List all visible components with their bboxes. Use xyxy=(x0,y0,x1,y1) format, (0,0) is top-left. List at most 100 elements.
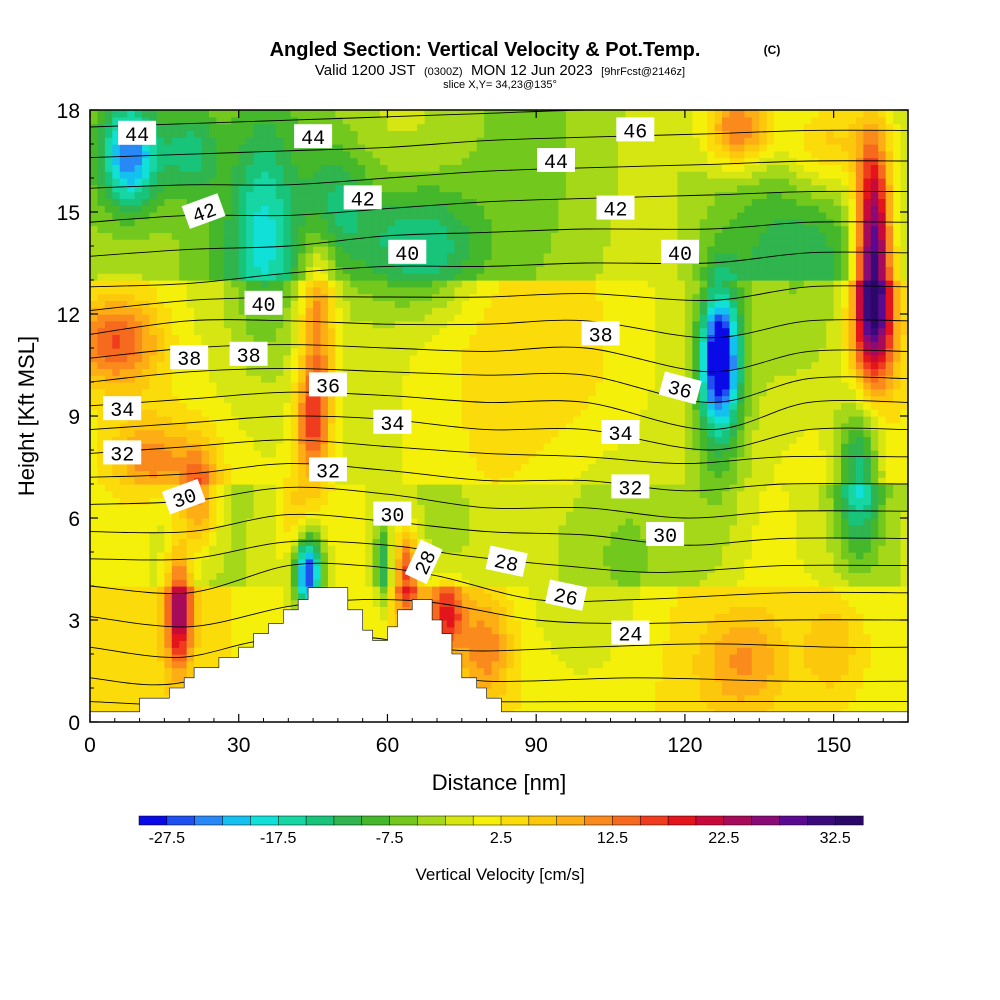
velocity-cell xyxy=(313,320,322,329)
velocity-cell xyxy=(342,252,351,261)
velocity-cell xyxy=(208,477,218,485)
velocity-cell xyxy=(246,443,255,451)
velocity-cell xyxy=(208,484,218,492)
velocity-cell xyxy=(380,130,389,138)
velocity-cell xyxy=(327,409,336,417)
velocity-cell xyxy=(186,545,195,553)
velocity-cell xyxy=(417,518,426,526)
velocity-cell xyxy=(305,293,314,301)
velocity-cell xyxy=(171,157,180,165)
velocity-cell xyxy=(350,110,359,118)
velocity-cell xyxy=(216,586,225,594)
velocity-cell xyxy=(283,375,292,383)
velocity-cell xyxy=(298,273,307,281)
velocity-cell xyxy=(112,620,121,628)
velocity-cell xyxy=(409,497,418,505)
velocity-cell xyxy=(446,178,455,186)
velocity-cell xyxy=(149,606,158,614)
velocity-cell xyxy=(156,320,165,329)
velocity-cell xyxy=(90,552,99,560)
velocity-cell xyxy=(320,490,329,499)
velocity-cell xyxy=(268,334,277,342)
velocity-cell xyxy=(127,674,136,682)
velocity-cell xyxy=(164,545,173,553)
velocity-cell xyxy=(380,286,389,295)
velocity-cell xyxy=(484,375,493,383)
velocity-cell xyxy=(149,436,158,444)
velocity-cell xyxy=(417,531,426,539)
velocity-cell xyxy=(171,300,180,308)
velocity-cell xyxy=(350,327,359,335)
velocity-cell xyxy=(164,518,173,526)
velocity-cell xyxy=(134,572,143,580)
velocity-cell xyxy=(342,429,351,437)
velocity-cell xyxy=(127,599,136,607)
velocity-cell xyxy=(461,422,470,431)
velocity-cell xyxy=(387,327,396,335)
velocity-cell xyxy=(223,633,232,641)
velocity-cell xyxy=(112,667,121,675)
velocity-cell xyxy=(476,552,485,560)
velocity-cell xyxy=(179,327,188,335)
velocity-cell xyxy=(268,572,277,580)
velocity-cell xyxy=(127,620,136,628)
velocity-cell xyxy=(156,327,165,335)
velocity-cell xyxy=(491,327,500,335)
velocity-cell xyxy=(335,212,344,220)
velocity-cell xyxy=(402,150,411,159)
velocity-cell xyxy=(409,477,418,485)
velocity-cell xyxy=(372,382,381,390)
velocity-cell xyxy=(90,701,99,709)
velocity-cell xyxy=(90,205,99,213)
velocity-cell xyxy=(298,592,307,601)
velocity-cell xyxy=(402,470,411,478)
velocity-cell xyxy=(179,640,188,648)
velocity-cell xyxy=(432,239,441,247)
velocity-cell xyxy=(104,246,113,254)
velocity-cell xyxy=(380,388,389,397)
velocity-cell xyxy=(179,416,188,424)
velocity-cell xyxy=(97,660,106,669)
velocity-cell xyxy=(134,633,143,641)
velocity-cell xyxy=(90,116,99,125)
velocity-cell xyxy=(112,348,121,356)
velocity-cell xyxy=(335,150,344,159)
velocity-cell xyxy=(454,116,463,125)
velocity-cell xyxy=(119,531,128,539)
velocity-cell xyxy=(156,620,165,628)
velocity-cell xyxy=(491,375,500,383)
velocity-cell xyxy=(164,579,173,587)
velocity-cell xyxy=(246,110,255,118)
velocity-cell xyxy=(104,531,113,539)
velocity-cell xyxy=(469,552,478,560)
velocity-cell xyxy=(142,443,151,451)
velocity-cell xyxy=(261,320,270,329)
velocity-cell xyxy=(394,490,403,499)
velocity-cell xyxy=(112,239,121,247)
velocity-cell xyxy=(194,470,203,478)
velocity-cell xyxy=(149,524,158,533)
velocity-cell xyxy=(409,422,418,431)
velocity-cell xyxy=(387,212,396,220)
velocity-cell xyxy=(201,429,210,437)
velocity-cell xyxy=(261,110,270,118)
velocity-cell xyxy=(186,640,195,648)
velocity-cell xyxy=(402,565,411,573)
velocity-cell xyxy=(342,361,351,369)
velocity-cell xyxy=(194,545,203,553)
velocity-cell xyxy=(350,470,359,478)
velocity-cell xyxy=(97,218,106,227)
velocity-cell xyxy=(394,484,403,492)
velocity-cell xyxy=(305,286,314,295)
velocity-cell xyxy=(216,477,225,485)
velocity-cell xyxy=(261,592,270,601)
velocity-cell xyxy=(104,606,113,614)
velocity-cell xyxy=(327,334,336,342)
velocity-cell xyxy=(432,123,441,131)
velocity-cell xyxy=(454,307,463,315)
velocity-cell xyxy=(342,422,351,431)
velocity-cell xyxy=(417,579,426,587)
velocity-cell xyxy=(409,524,418,533)
velocity-cell xyxy=(290,382,299,390)
velocity-cell xyxy=(201,144,210,152)
